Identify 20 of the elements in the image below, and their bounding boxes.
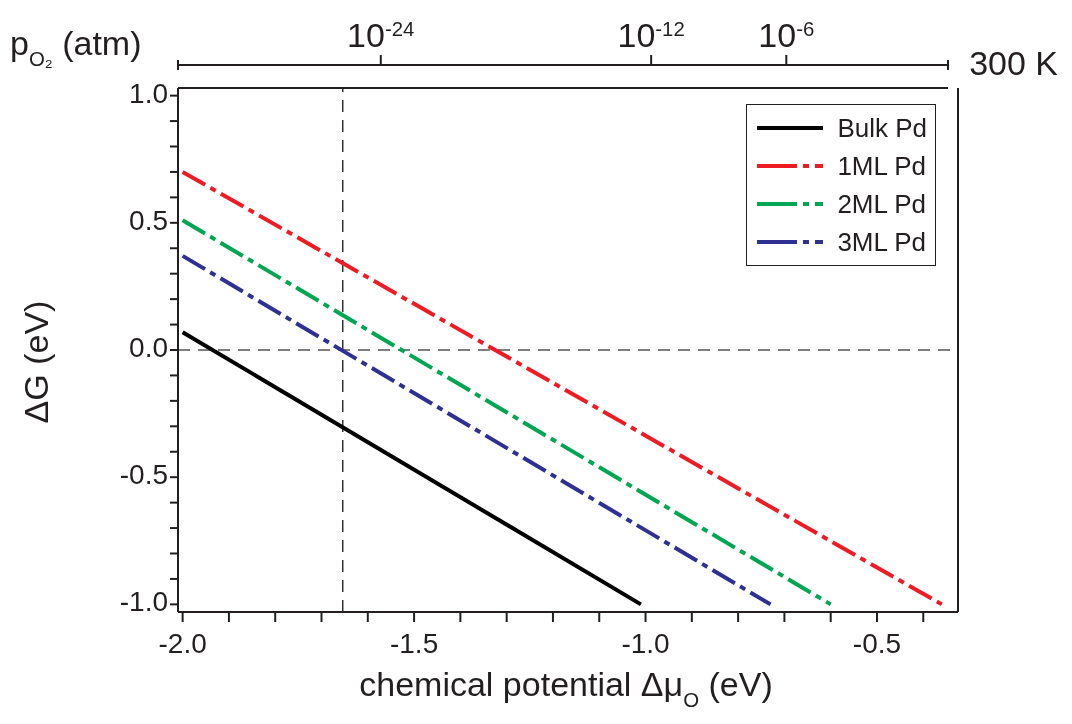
legend-label: 1ML Pd [837, 150, 927, 182]
x2-tick-label: 10$^{-24}$ [347, 16, 415, 54]
x2-axis-title: p$_{O₂}$ (atm) [10, 24, 142, 70]
x2-tick-label: 10$^{-12}$ [617, 16, 685, 54]
text: 300 K [969, 44, 1059, 82]
y-tick-label: 1.0 [129, 78, 168, 110]
legend-label: Bulk Pd [837, 112, 927, 144]
y-tick-label: -0.5 [119, 459, 168, 491]
x-tick-label: -2.0 [158, 628, 207, 660]
legend-label: 2ML Pd [837, 188, 927, 220]
y-tick-label: 0.0 [129, 332, 168, 364]
y-tick-label: 0.5 [129, 205, 168, 237]
x2-tick-label: 10$^{-6}$ [758, 16, 815, 54]
y-axis-title: ΔG (eV) [17, 300, 55, 424]
legend-label: 3ML Pd [837, 226, 927, 258]
x-tick-label: -1.0 [621, 628, 670, 660]
x-tick-label: -1.5 [389, 628, 439, 660]
y-tick-label: -1.0 [119, 586, 168, 618]
x-axis-title: chemical potential Δμ$_{O}$ (eV) [359, 665, 773, 711]
x-tick-label: -0.5 [852, 628, 902, 660]
